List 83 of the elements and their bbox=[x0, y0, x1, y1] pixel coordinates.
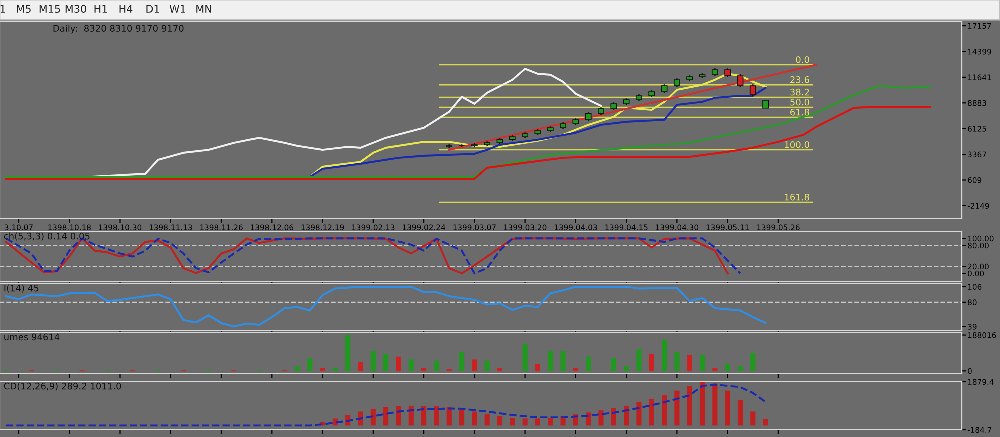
bar bbox=[434, 360, 440, 372]
line-series bbox=[5, 106, 932, 180]
text: 1 bbox=[0, 5, 6, 13]
bar bbox=[510, 418, 516, 426]
bar bbox=[484, 414, 490, 426]
bar bbox=[700, 382, 706, 426]
chart-title: I(14) 45 bbox=[4, 284, 39, 293]
annotation: 50.0 bbox=[790, 98, 810, 106]
bar bbox=[535, 364, 540, 372]
chart-title: umes 94614 bbox=[4, 334, 60, 341]
bar bbox=[408, 360, 414, 372]
bar bbox=[308, 358, 313, 372]
bar bbox=[434, 406, 440, 426]
bar bbox=[598, 410, 604, 426]
text: M15 bbox=[40, 5, 60, 14]
bar bbox=[446, 408, 452, 426]
bar bbox=[687, 386, 692, 426]
bar bbox=[750, 412, 756, 426]
bar bbox=[370, 351, 376, 372]
annotation: 61.8 bbox=[790, 108, 810, 116]
bar bbox=[712, 384, 718, 426]
text: H4 bbox=[120, 5, 133, 13]
annotation: 100.0 bbox=[785, 141, 810, 148]
text: W1 bbox=[170, 5, 186, 13]
bar bbox=[548, 418, 554, 426]
bar bbox=[586, 412, 592, 426]
annotation: 161.8 bbox=[785, 194, 810, 201]
bar bbox=[700, 355, 706, 372]
bar bbox=[396, 356, 402, 372]
bar bbox=[611, 358, 616, 372]
text: MN bbox=[196, 5, 212, 13]
text: M5 bbox=[17, 5, 31, 14]
bar bbox=[459, 352, 465, 372]
bar bbox=[459, 409, 465, 426]
candlestick bbox=[737, 74, 744, 88]
bar bbox=[725, 364, 730, 372]
bar bbox=[636, 350, 642, 372]
bar bbox=[586, 356, 592, 372]
bar bbox=[396, 406, 402, 426]
bar bbox=[384, 407, 389, 426]
bar bbox=[662, 395, 668, 426]
bar bbox=[738, 400, 744, 426]
bar bbox=[472, 412, 478, 426]
bar bbox=[548, 351, 554, 372]
bar bbox=[320, 368, 326, 372]
bar bbox=[636, 402, 642, 426]
bar bbox=[725, 390, 730, 426]
chart-title: ch(5,3,3) 0.14 0.05 bbox=[4, 232, 90, 241]
candlestick bbox=[750, 84, 756, 98]
chart-title: CD(12,26,9) 289.2 1011.0 bbox=[4, 382, 122, 391]
bar bbox=[294, 366, 300, 372]
bar bbox=[738, 366, 744, 372]
bar bbox=[484, 360, 490, 372]
bar bbox=[370, 408, 376, 426]
text: H1 bbox=[94, 5, 108, 13]
bar bbox=[346, 335, 351, 372]
bar bbox=[649, 354, 654, 372]
bar bbox=[497, 416, 503, 426]
bar bbox=[522, 418, 528, 426]
bar bbox=[687, 355, 692, 372]
line-series bbox=[5, 85, 932, 178]
bar bbox=[624, 366, 630, 372]
bar bbox=[674, 390, 680, 426]
bar bbox=[358, 362, 364, 372]
chart-title: Daily: 8320 8310 9170 9170 bbox=[54, 24, 184, 34]
bar bbox=[472, 360, 478, 372]
text: D1 bbox=[146, 5, 160, 13]
line-series bbox=[5, 384, 767, 427]
bar bbox=[522, 344, 528, 372]
bar bbox=[750, 353, 756, 372]
bar bbox=[649, 398, 654, 426]
bar bbox=[384, 354, 389, 372]
line-series bbox=[5, 286, 767, 328]
annotation: 38.2 bbox=[790, 88, 810, 96]
text: M30 bbox=[66, 5, 86, 14]
bar bbox=[763, 418, 768, 426]
bar bbox=[535, 418, 540, 426]
bar bbox=[674, 352, 680, 372]
annotation: 0.0 bbox=[796, 56, 810, 64]
bar bbox=[422, 406, 427, 426]
bar bbox=[662, 340, 668, 372]
annotation: 23.6 bbox=[790, 76, 810, 84]
bar bbox=[560, 351, 566, 372]
